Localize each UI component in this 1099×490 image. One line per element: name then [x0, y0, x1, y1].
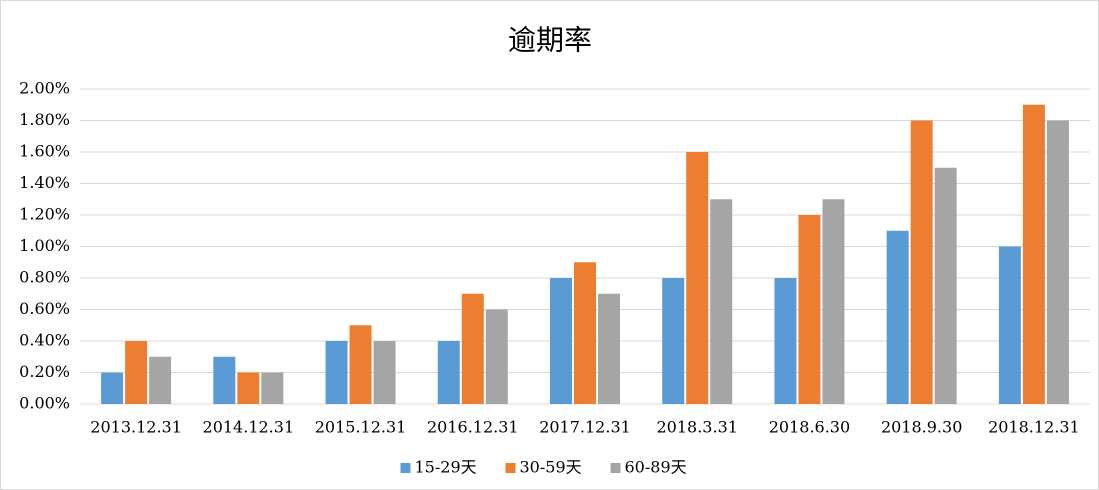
x-tick-label: 2018.3.31 [657, 418, 738, 437]
bar [822, 199, 845, 404]
bar [125, 341, 148, 404]
bar [149, 356, 172, 404]
y-tick-label: 0.80% [19, 268, 70, 287]
bar [886, 230, 909, 404]
x-tick-label: 2018.6.30 [769, 418, 850, 437]
bar [461, 293, 484, 404]
y-tick-label: 2.00% [19, 79, 70, 98]
legend-swatch [505, 463, 516, 473]
y-tick-label: 0.60% [19, 299, 70, 318]
y-tick-label: 1.20% [19, 205, 70, 224]
bar [798, 215, 821, 404]
bar [373, 341, 396, 404]
legend-label: 60-89天 [625, 458, 687, 477]
legend-label: 30-59天 [520, 458, 582, 477]
bar [686, 152, 709, 404]
bar [261, 372, 284, 404]
x-tick-label: 2018.9.30 [881, 418, 962, 437]
bar [710, 199, 733, 404]
bar [237, 372, 260, 404]
x-tick-label: 2015.12.31 [315, 418, 407, 437]
bar [485, 309, 508, 404]
bar [598, 293, 620, 404]
bar [662, 278, 685, 404]
bar [774, 278, 797, 404]
y-tick-label: 1.80% [19, 110, 70, 129]
x-tick-label: 2018.12.31 [988, 418, 1080, 437]
bar [325, 341, 348, 404]
y-tick-label: 1.60% [19, 142, 70, 161]
y-tick-label: 0.20% [19, 362, 70, 381]
bar [1022, 104, 1045, 404]
bar [101, 372, 124, 404]
bar [213, 356, 236, 404]
y-tick-label: 1.00% [19, 236, 70, 255]
bar [1046, 120, 1069, 404]
bar [574, 262, 596, 404]
x-tick-label: 2013.12.31 [90, 418, 182, 437]
bar [934, 167, 957, 404]
bar [349, 325, 372, 404]
x-tick-label: 2014.12.31 [203, 418, 295, 437]
legend-swatch [610, 463, 621, 473]
bar [910, 120, 933, 404]
legend-label: 15-29天 [415, 458, 477, 477]
bar [998, 246, 1021, 404]
x-tick-label: 2017.12.31 [539, 418, 631, 437]
chart-title: 逾期率 [508, 24, 592, 57]
y-tick-label: 0.40% [19, 331, 70, 350]
legend-swatch [400, 463, 411, 473]
bar [437, 341, 460, 404]
y-tick-label: 1.40% [19, 173, 70, 192]
bar [550, 278, 572, 404]
x-tick-label: 2016.12.31 [427, 418, 519, 437]
y-tick-label: 0.00% [19, 394, 70, 413]
